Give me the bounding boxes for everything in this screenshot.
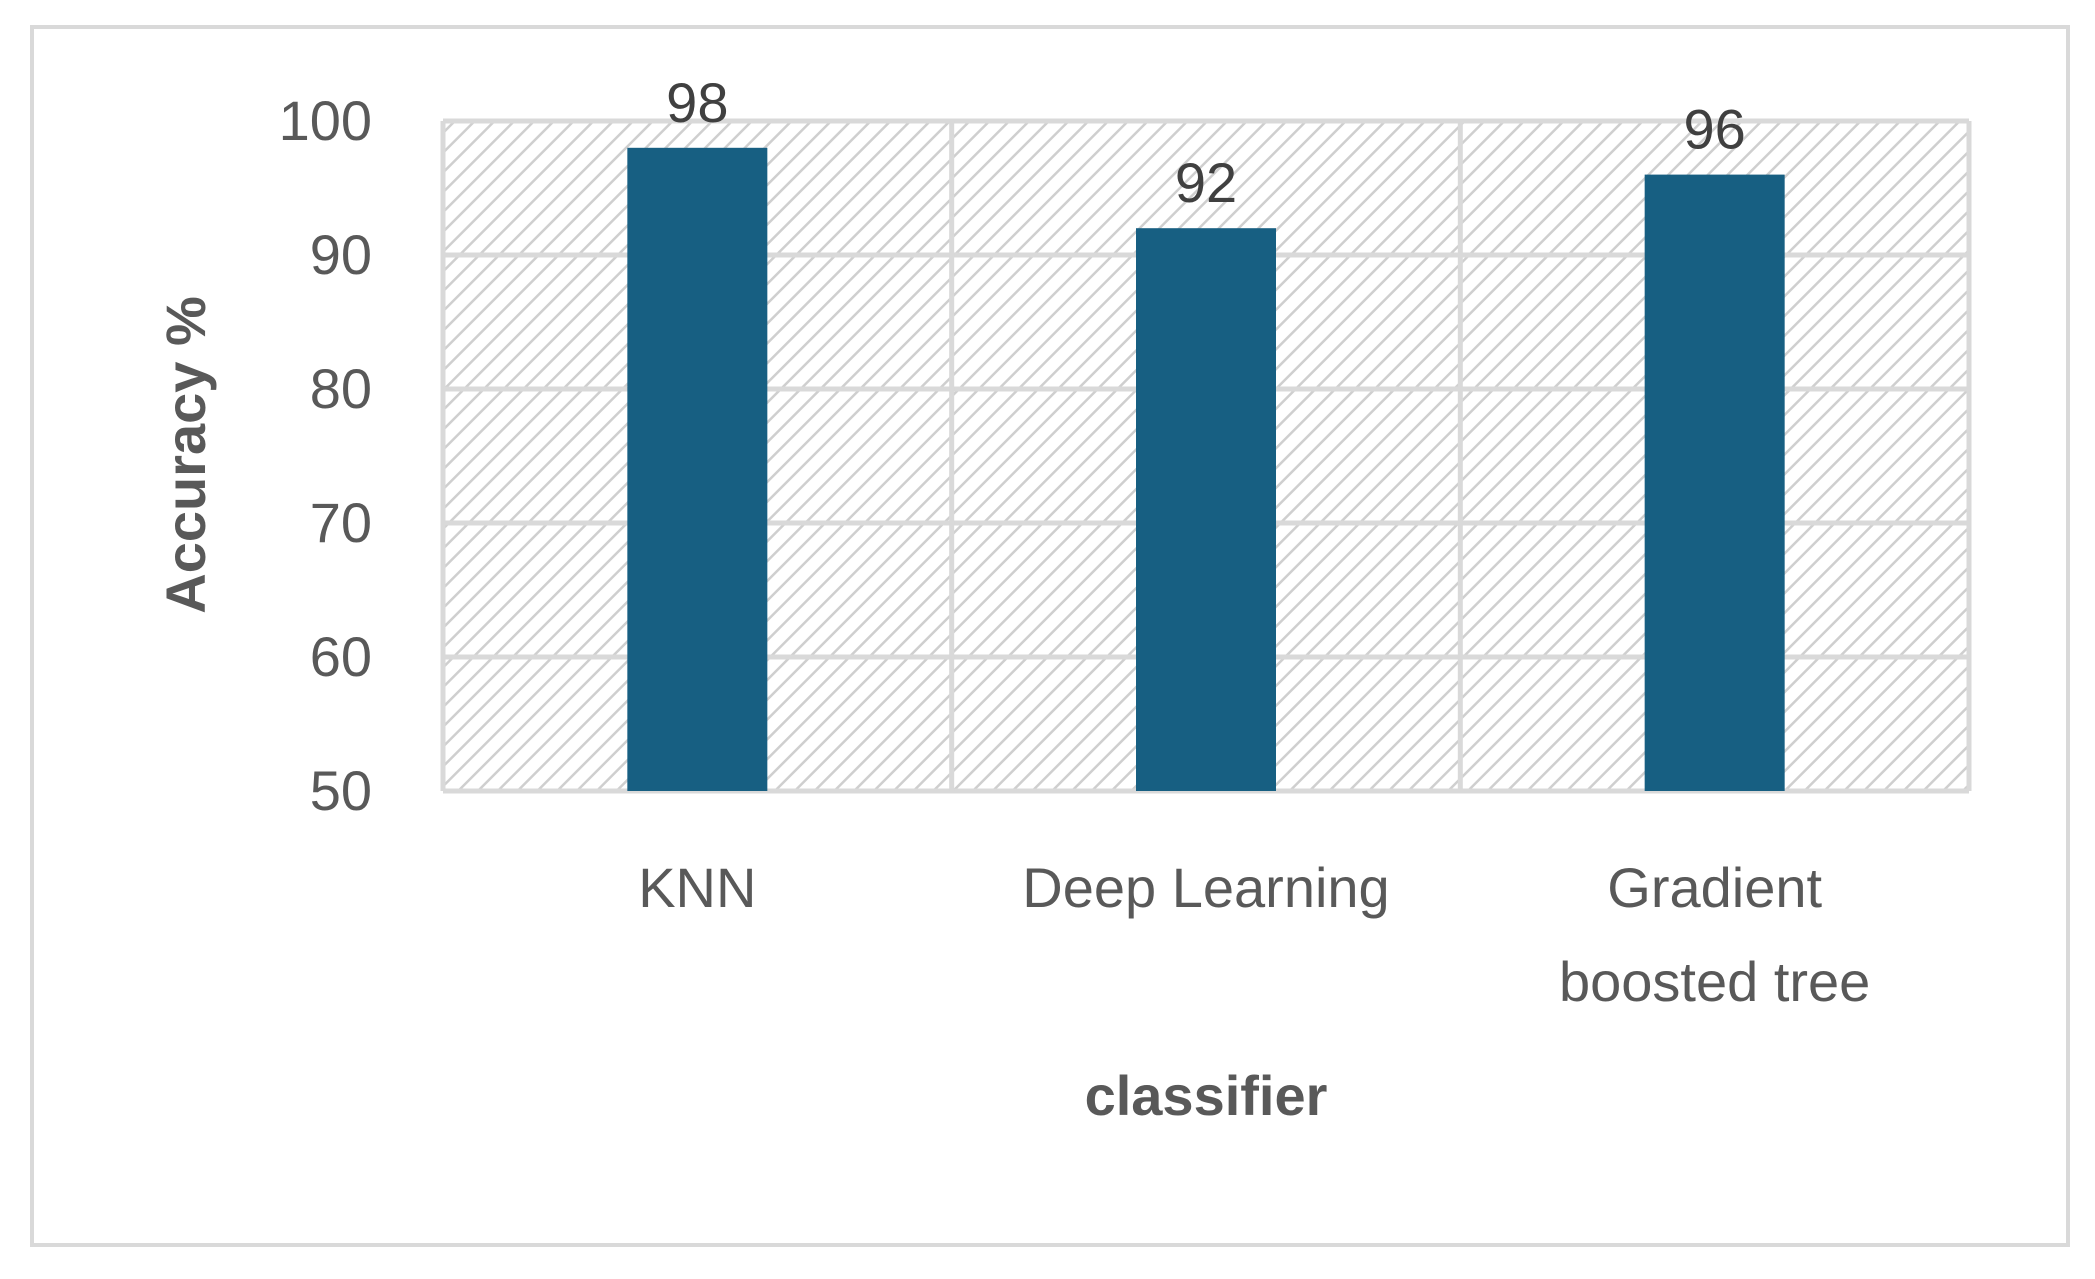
y-tick-label: 100	[279, 89, 372, 152]
x-axis-title: classifier	[1085, 1064, 1328, 1127]
bar	[1136, 228, 1276, 791]
data-label: 98	[666, 71, 728, 134]
y-tick-label: 50	[310, 759, 372, 822]
data-label: 96	[1684, 98, 1746, 161]
bar	[627, 147, 768, 792]
y-axis-title: Accuracy %	[154, 296, 217, 614]
x-axis-categories: KNN Deep Learning Gradient boosted tree	[638, 856, 1870, 1013]
y-tick-label: 60	[310, 625, 372, 688]
category-label: Deep Learning	[1022, 856, 1389, 919]
category-label: boosted tree	[1559, 950, 1870, 1013]
bar	[1644, 174, 1785, 792]
y-tick-label: 70	[310, 491, 372, 554]
data-label: 92	[1175, 151, 1237, 214]
category-label: KNN	[638, 856, 756, 919]
y-tick-label: 90	[310, 223, 372, 286]
bars	[627, 147, 1785, 792]
data-labels: 98 92 96	[666, 71, 1746, 214]
y-tick-label: 80	[310, 357, 372, 420]
y-axis-ticks: 50 60 70 80 90 100	[279, 89, 372, 822]
category-label: Gradient	[1607, 856, 1822, 919]
